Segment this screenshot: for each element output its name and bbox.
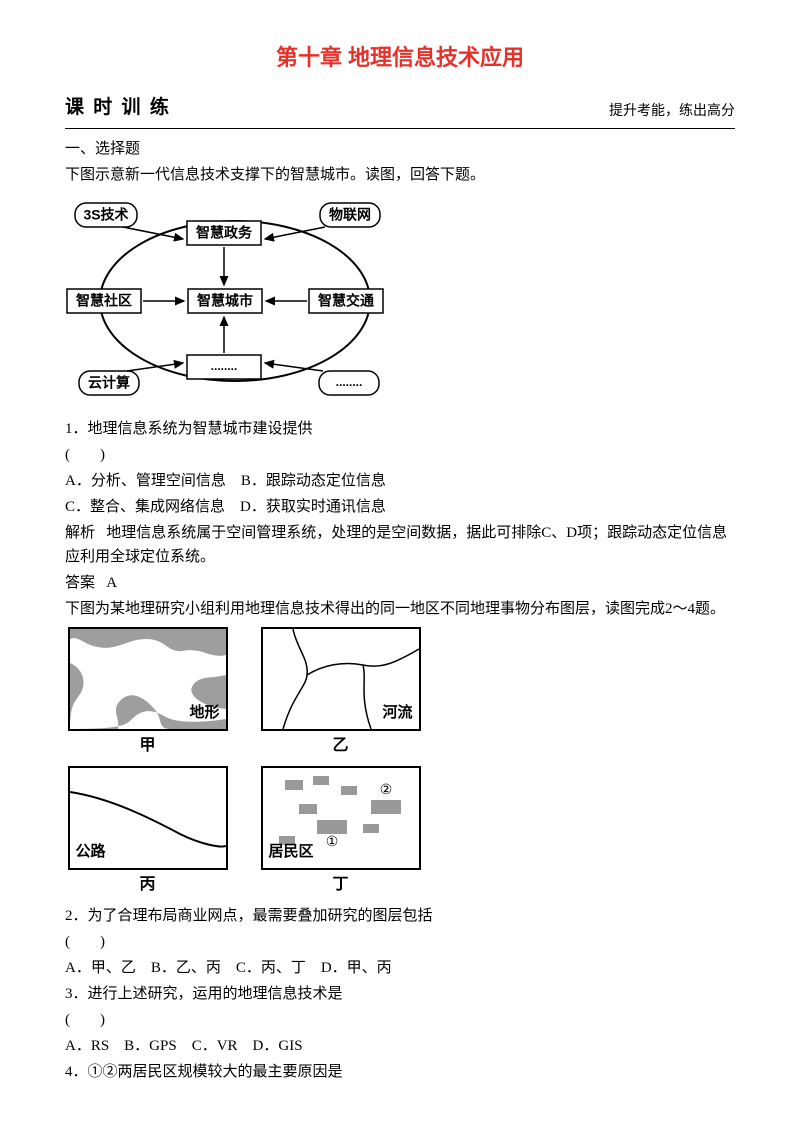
- q3-paren: ( ): [65, 1008, 735, 1032]
- intro-1: 下图示意新一代信息技术支撑下的智慧城市。读图，回答下题。: [65, 163, 735, 187]
- res-block: [285, 780, 303, 790]
- q1-optD: D．获取实时通讯信息: [240, 499, 386, 515]
- layer-road-label: 公路: [76, 840, 106, 864]
- arrow: [127, 363, 183, 371]
- res-block: [313, 776, 329, 785]
- layer-residence-box: ① ② 居民区: [261, 766, 421, 870]
- section-divider: [65, 128, 735, 129]
- q4-stem: 4．①②两居民区规模较大的最主要原因是: [65, 1060, 735, 1084]
- layer-terrain-box: 地形: [68, 627, 228, 731]
- node-cloud-label: 云计算: [88, 374, 130, 390]
- layer-terrain: 地形 甲: [65, 627, 230, 759]
- res-block: [341, 786, 357, 795]
- q3-opts: A．RS B．GPS C．VR D．GIS: [65, 1034, 735, 1058]
- layer-residence-label: 居民区: [269, 840, 314, 864]
- smart-city-diagram: 3S技术 智慧政务 物联网 智慧社区 智慧城市 智慧交通 云计算 .......…: [65, 193, 735, 411]
- node-traffic-label: 智慧交通: [317, 292, 374, 308]
- layer-residence-caption: 丁: [258, 872, 423, 898]
- q1-optsAB: A．分析、管理空间信息 B．跟踪动态定位信息: [65, 469, 735, 493]
- layer-river-label: 河流: [382, 701, 412, 725]
- node-city-label: 智慧城市: [196, 292, 253, 308]
- section-subtitle: 提升考能，练出高分: [609, 101, 735, 123]
- node-gov-label: 智慧政务: [195, 224, 253, 240]
- q1-analysis-text: 地理信息系统属于空间管理系统，处理的是空间数据，据此可排除C、D项；跟踪动态定位…: [65, 525, 727, 565]
- layer-road-box: 公路: [68, 766, 228, 870]
- river-line: [283, 629, 307, 729]
- q1-optsCD: C．整合、集成网络信息 D．获取实时通讯信息: [65, 495, 735, 519]
- node-iot-label: 物联网: [329, 206, 371, 222]
- arrow: [265, 363, 323, 371]
- layers-diagram: 地形 甲 河流 乙 公路 丙: [65, 627, 735, 898]
- res-marker-1: ①: [325, 835, 338, 850]
- node-3s-label: 3S技术: [83, 206, 128, 222]
- res-block: [299, 804, 317, 814]
- terrain-shape: [70, 663, 84, 729]
- terrain-shape: [70, 629, 226, 656]
- layer-terrain-label: 地形: [189, 701, 219, 725]
- q2-paren: ( ): [65, 930, 735, 954]
- layer-river-caption: 乙: [258, 733, 423, 759]
- node-community-label: 智慧社区: [75, 292, 132, 308]
- layer-terrain-caption: 甲: [65, 733, 230, 759]
- river-line: [307, 649, 419, 675]
- q1-optA: A．分析、管理空间信息: [65, 473, 226, 489]
- chapter-title: 第十章 地理信息技术应用: [65, 40, 735, 75]
- q2-opts: A．甲、乙 B．乙、丙 C．丙、丁 D．甲、丙: [65, 956, 735, 980]
- intro-2: 下图为某地理研究小组利用地理信息技术得出的同一地区不同地理事物分布图层，读图完成…: [65, 597, 735, 621]
- road-line: [70, 792, 226, 847]
- res-block: [317, 820, 347, 834]
- q1-answer-label: 答案: [65, 575, 95, 591]
- res-block: [363, 824, 379, 833]
- q1-optB: B．跟踪动态定位信息: [241, 473, 386, 489]
- q1-optC: C．整合、集成网络信息: [65, 499, 225, 515]
- section-title: 课 时 训 练: [65, 93, 171, 123]
- node-blank2-label: ........: [336, 375, 363, 389]
- layer-road-caption: 丙: [65, 872, 230, 898]
- res-block: [371, 800, 401, 814]
- q1-stem: 1．地理信息系统为智慧城市建设提供: [65, 417, 735, 441]
- q1-answer: 答案 A: [65, 571, 735, 595]
- q1-answer-text: A: [106, 575, 117, 591]
- section-header: 课 时 训 练 提升考能，练出高分: [65, 93, 735, 123]
- layer-residence: ① ② 居民区 丁: [258, 766, 423, 898]
- q1-analysis-label: 解析: [65, 525, 95, 541]
- heading-1: 一、选择题: [65, 137, 735, 161]
- q1-paren: ( ): [65, 443, 735, 467]
- node-blank1-label: ........: [211, 359, 238, 373]
- river-line: [363, 665, 371, 729]
- q1-analysis: 解析 地理信息系统属于空间管理系统，处理的是空间数据，据此可排除C、D项；跟踪动…: [65, 521, 735, 569]
- layer-road: 公路 丙: [65, 766, 230, 898]
- layer-river: 河流 乙: [258, 627, 423, 759]
- q2-stem: 2．为了合理布局商业网点，最需要叠加研究的图层包括: [65, 904, 735, 928]
- res-marker-2: ②: [379, 783, 392, 798]
- layer-river-box: 河流: [261, 627, 421, 731]
- q3-stem: 3．进行上述研究，运用的地理信息技术是: [65, 982, 735, 1006]
